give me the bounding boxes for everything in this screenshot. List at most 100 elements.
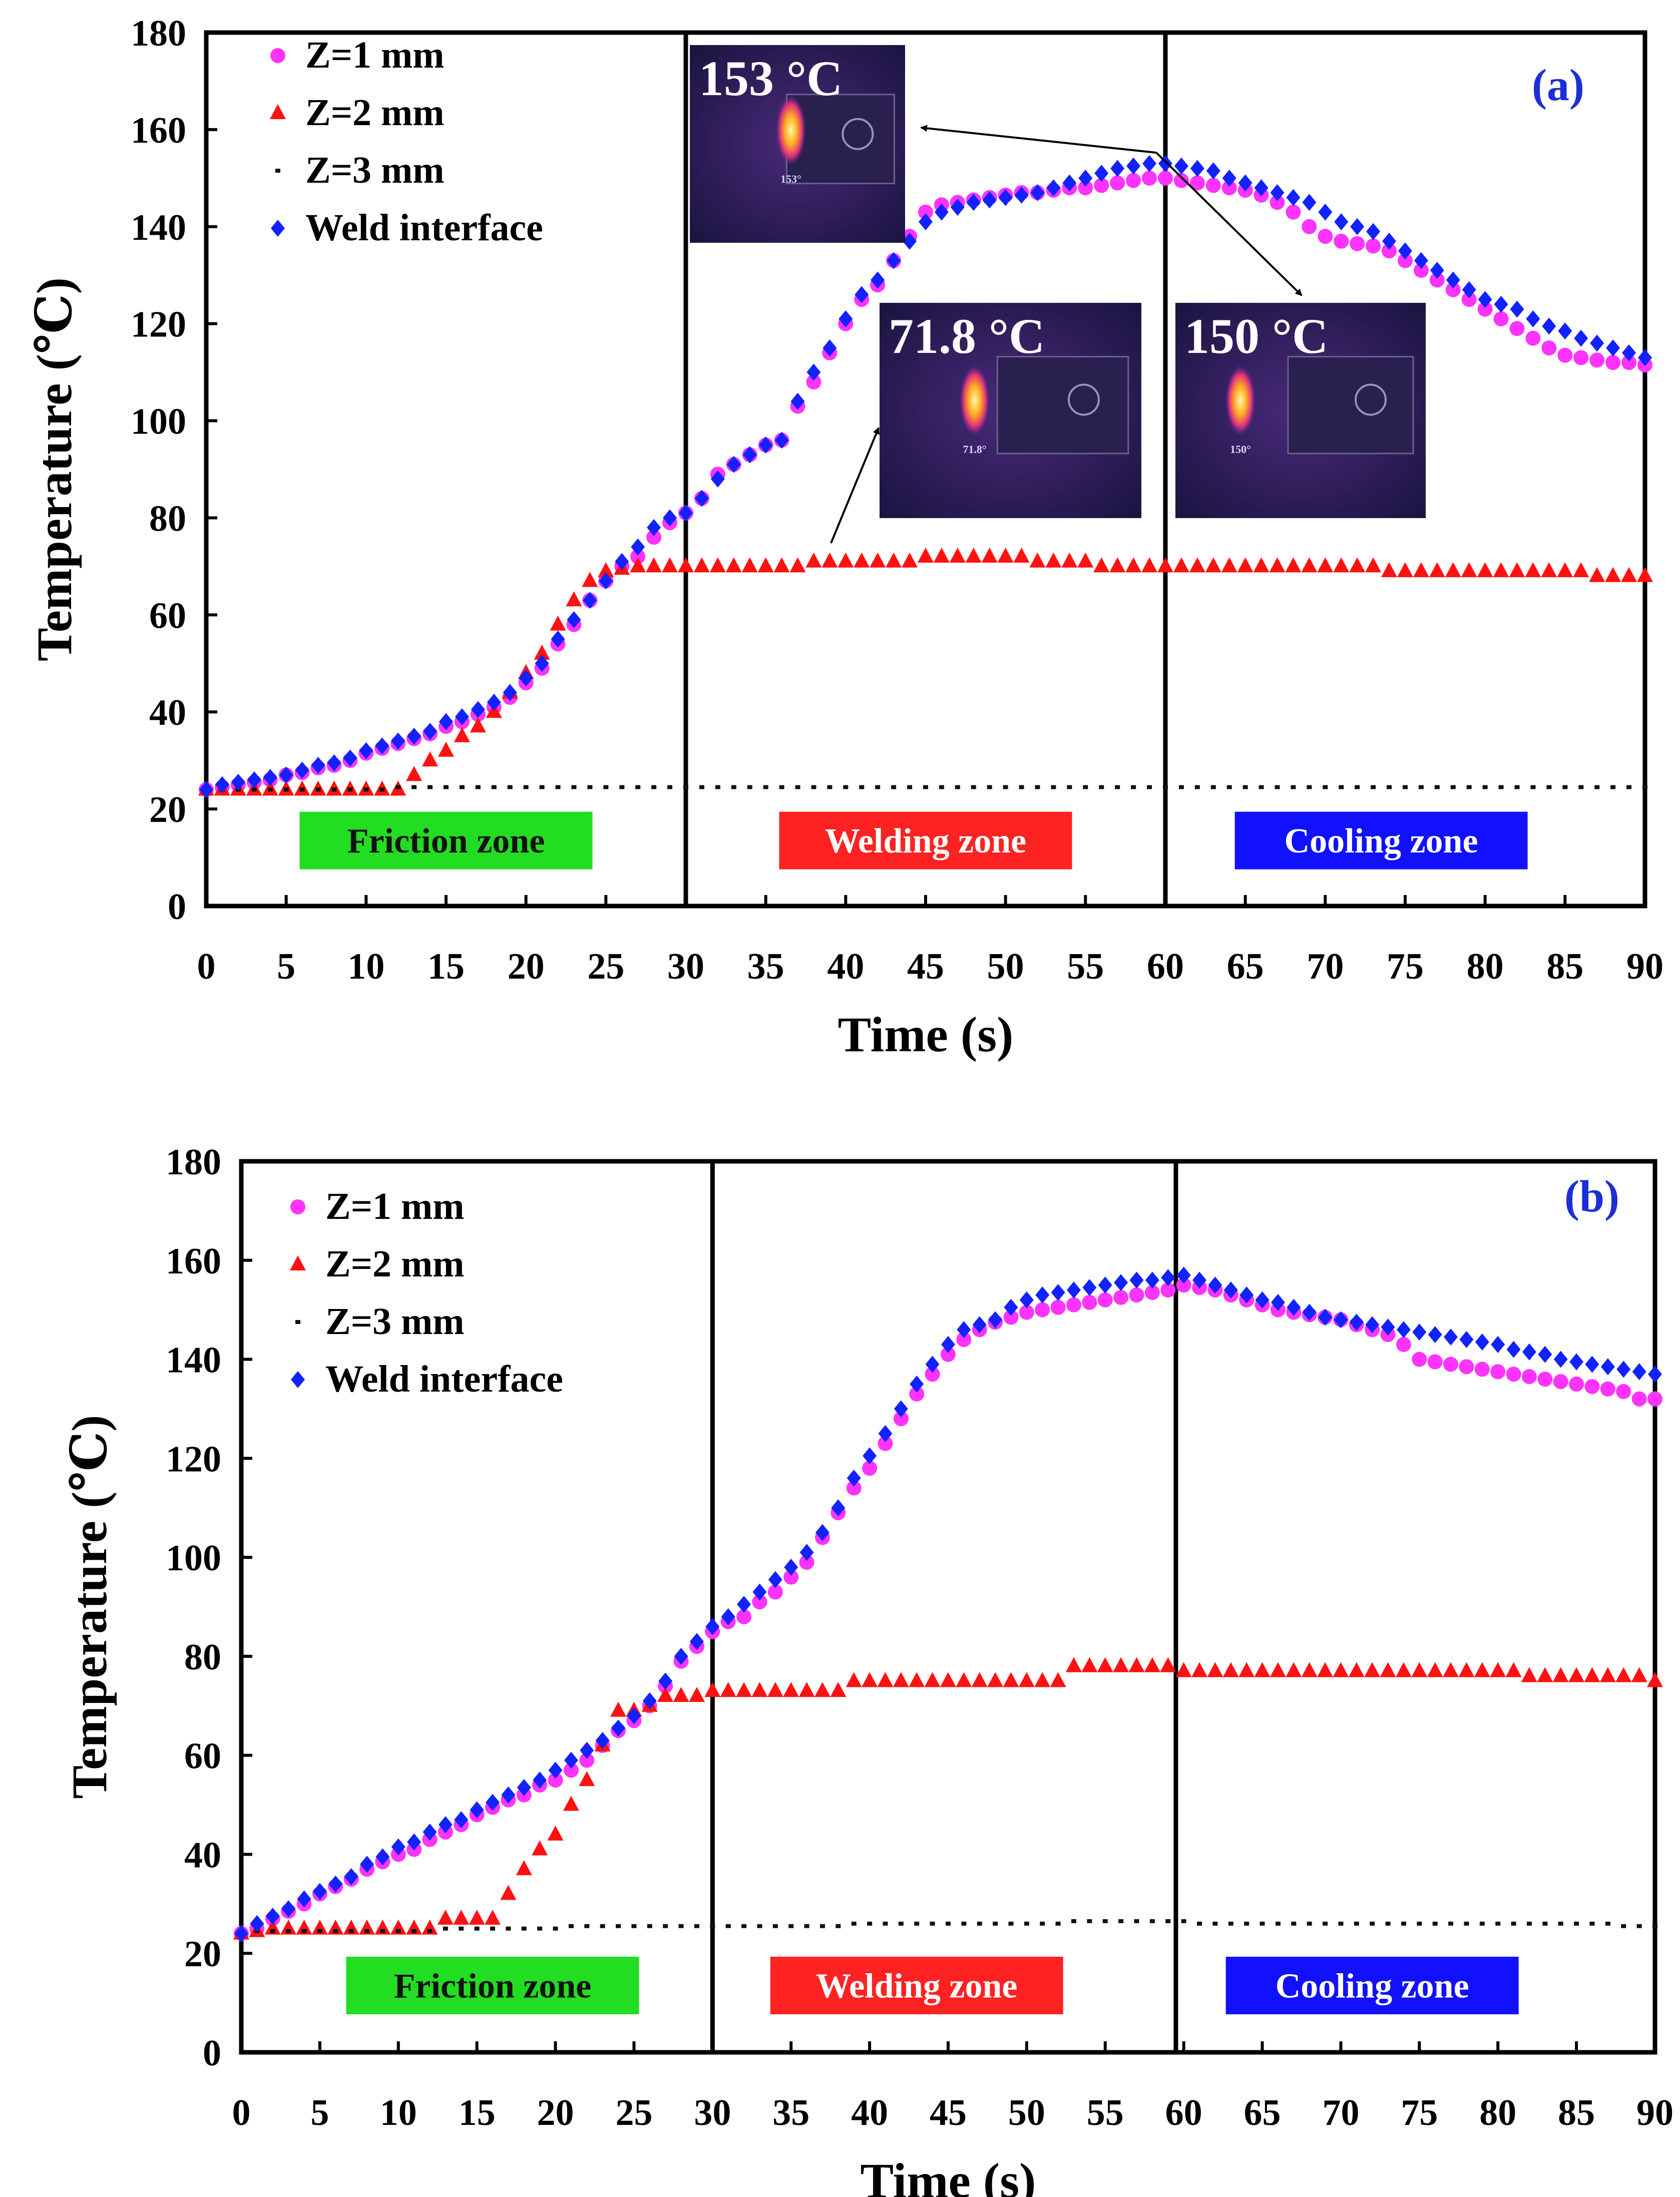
data-point [1082,1279,1097,1296]
data-point [1118,1919,1124,1923]
data-point [1099,785,1104,789]
data-point [407,727,422,745]
data-point [584,1924,590,1928]
data-point [720,1682,736,1697]
x-tick-label: 20 [537,2092,574,2133]
y-tick-label: 80 [184,1637,221,1678]
legend-label: Z=3 mm [325,1300,465,1343]
inset-temperature: 153 °C [699,51,843,106]
data-point [1338,1921,1344,1926]
data-point [1621,567,1637,582]
data-point [571,785,577,789]
data-point [406,766,423,781]
data-point [344,1868,358,1885]
data-point [705,1618,720,1635]
data-point [1206,162,1220,180]
data-point [1459,1359,1474,1375]
data-point [811,785,816,789]
data-point [1490,1364,1506,1380]
thermal-image-inset: 150 °C 150° [1175,303,1426,518]
data-point [471,701,485,718]
data-point [1589,352,1605,368]
data-point [1160,1657,1176,1672]
chart-panel-b: 0 20 40 60 80 100 120 140 160 180 0 5 10 15 20 25 30 35 40… [62,1142,1673,2197]
data-point [1004,1298,1018,1316]
data-point [804,1924,809,1928]
data-point [1569,1353,1584,1371]
data-point [1401,1921,1406,1926]
data-point [1365,557,1382,573]
data-point [805,552,822,568]
data-point [1652,1924,1657,1928]
data-point [391,732,405,750]
data-point [747,785,752,789]
data-point [646,530,662,545]
data-point [567,611,581,629]
data-point [1008,1921,1014,1926]
data-point [806,363,821,381]
data-point [1354,1921,1359,1926]
data-point [1222,1662,1239,1677]
data-point [1019,785,1024,789]
legend-label: Weld interface [325,1358,563,1400]
data-point [678,557,694,573]
data-point [1585,1356,1599,1373]
data-point [819,1924,825,1928]
data-point [925,1367,940,1382]
data-point [1616,1384,1631,1399]
data-point [1631,1667,1647,1682]
data-point [1413,562,1429,578]
data-point [987,785,992,789]
data-point [651,785,657,789]
data-point [582,572,598,587]
data-point [1181,1919,1186,1923]
data-point [301,1929,307,1933]
data-point [1622,344,1636,361]
data-point [1495,1921,1501,1926]
data-point [673,1687,689,1702]
data-point [699,785,704,789]
data-point [1589,1921,1595,1926]
data-point [799,1555,814,1570]
data-point [907,785,913,789]
x-tick-label: 45 [907,946,944,987]
data-point [487,693,501,711]
data-point [757,1924,762,1928]
data-point [501,1786,516,1804]
data-point [721,1608,735,1625]
data-point [1557,347,1573,363]
data-point [1482,785,1488,789]
data-point [1381,562,1398,578]
data-point [1349,557,1366,573]
data-point [725,1924,731,1928]
legend-label: Z=1 mm [305,34,445,76]
data-point [631,1924,637,1928]
data-point [503,684,517,701]
data-point [343,1919,359,1935]
series-z-2-mm [233,1657,1663,1940]
data-point [1190,160,1204,177]
x-tick-label: 5 [310,2092,329,2133]
data-point [902,552,918,568]
data-point [790,392,805,410]
data-point [1434,785,1440,789]
data-point [893,1672,909,1687]
data-point [1077,552,1094,568]
data-point [1605,567,1621,582]
data-point [1541,562,1557,578]
data-point [600,1924,605,1928]
data-point [566,591,582,607]
x-tick-label: 75 [1387,946,1424,987]
data-point [726,456,741,473]
data-point [988,1311,1003,1329]
x-tick-label: 0 [232,2092,251,2133]
data-point [215,776,229,793]
data-point [234,1925,248,1942]
data-point [1428,1326,1442,1344]
legend-label: Z=2 mm [305,92,445,134]
data-point [1019,1304,1034,1320]
data-point [1129,1271,1144,1289]
data-point [1030,184,1045,201]
data-point [894,1400,908,1418]
data-point [946,1921,951,1926]
